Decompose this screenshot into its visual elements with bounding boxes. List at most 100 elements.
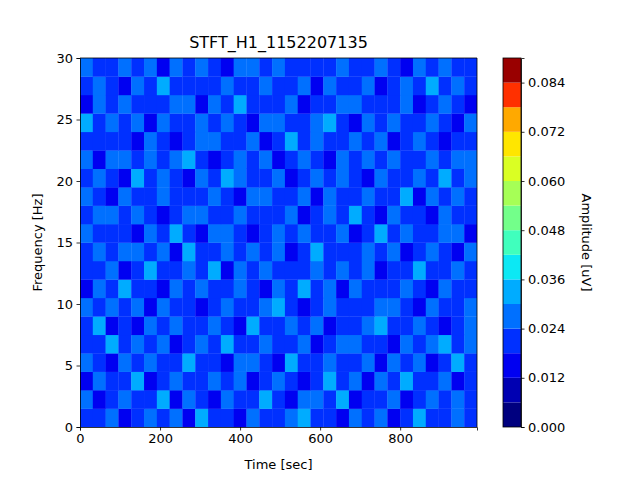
heatmap-cell [311,353,324,372]
heatmap-cell [323,335,336,354]
heatmap-cell [259,243,272,262]
heatmap-cell [311,206,324,225]
tick-label: 0.060 [528,174,565,189]
heatmap-cell [118,224,131,243]
heatmap-cell [375,261,388,280]
heatmap-cell [387,113,400,132]
heatmap-cell [439,187,452,206]
heatmap-cell [144,95,157,114]
heatmap-cell [234,298,247,317]
heatmap-cell [144,58,157,77]
heatmap-cell [195,76,208,95]
heatmap-cell [375,353,388,372]
heatmap-cell [182,169,195,188]
heatmap-cell [272,279,285,298]
heatmap-cell [451,187,464,206]
heatmap-cell [426,279,439,298]
heatmap-cell [157,113,170,132]
heatmap-cell [208,224,221,243]
tick: 0 [65,420,80,435]
heatmap-cell [234,409,247,427]
heatmap-cell [246,261,259,280]
heatmap-cell [375,224,388,243]
axis-line [81,428,478,431]
heatmap-cell [349,150,362,169]
heatmap-cell [246,298,259,317]
heatmap-cell [426,409,439,427]
heatmap-cell [336,372,349,391]
heatmap-cell [106,113,119,132]
heatmap-cell [80,243,93,262]
heatmap-cell [131,261,144,280]
heatmap-cell [336,113,349,132]
heatmap-cell [426,113,439,132]
heatmap-cell [311,113,324,132]
tick-label: 0.012 [528,370,565,385]
heatmap-cell [336,169,349,188]
heatmap-cell [118,113,131,132]
heatmap-cell [413,150,426,169]
heatmap-cell [336,261,349,280]
heatmap-cell [170,169,183,188]
heatmap-cell [349,353,362,372]
heatmap-cell [106,372,119,391]
heatmap-cell [93,298,106,317]
heatmap-cell [439,243,452,262]
heatmap-cell [272,390,285,409]
heatmap-cell [170,224,183,243]
heatmap-cell [400,316,413,335]
heatmap-cell [362,298,375,317]
heatmap-cell [336,95,349,114]
heatmap-cell [387,316,400,335]
heatmap-cell [298,187,311,206]
heatmap-cell [451,390,464,409]
tick-mark [521,83,525,84]
heatmap-cell [400,372,413,391]
heatmap-cell [400,279,413,298]
heatmap-cell [426,261,439,280]
heatmap-cell [413,76,426,95]
heatmap-cell [272,76,285,95]
heatmap-cell [221,169,234,188]
heatmap-cell [208,353,221,372]
heatmap-cell [106,187,119,206]
heatmap-cell [144,353,157,372]
heatmap-cell [80,261,93,280]
heatmap-cell [118,243,131,262]
heatmap-cell [144,261,157,280]
heatmap-cell [451,206,464,225]
heatmap-cell [80,58,93,77]
colorbar-band [503,230,521,255]
heatmap-cell [336,335,349,354]
heatmap-cell [439,76,452,95]
heatmap-cell [323,243,336,262]
heatmap-cell [336,150,349,169]
heatmap-cell [182,353,195,372]
heatmap-cell [413,353,426,372]
heatmap-cell [221,150,234,169]
heatmap-cell [144,316,157,335]
heatmap-cell [118,261,131,280]
heatmap-cell [93,95,106,114]
tick-mark [521,230,525,231]
heatmap-cell [106,316,119,335]
heatmap-cell [157,187,170,206]
heatmap-cell [285,169,298,188]
heatmap-cell [80,316,93,335]
heatmap-cell [246,169,259,188]
heatmap-cell [426,76,439,95]
heatmap-cell [93,58,106,77]
heatmap-cell [464,335,477,354]
heatmap-cell [131,76,144,95]
heatmap-cell [464,316,477,335]
heatmap-cell [349,335,362,354]
heatmap-cell [311,243,324,262]
heatmap-cell [400,187,413,206]
heatmap-cell [157,169,170,188]
heatmap-cell [182,335,195,354]
heatmap-cell [336,224,349,243]
heatmap-cell [208,279,221,298]
tick-mark [521,427,525,428]
tick-label: 0 [76,431,84,446]
heatmap-cell [170,150,183,169]
